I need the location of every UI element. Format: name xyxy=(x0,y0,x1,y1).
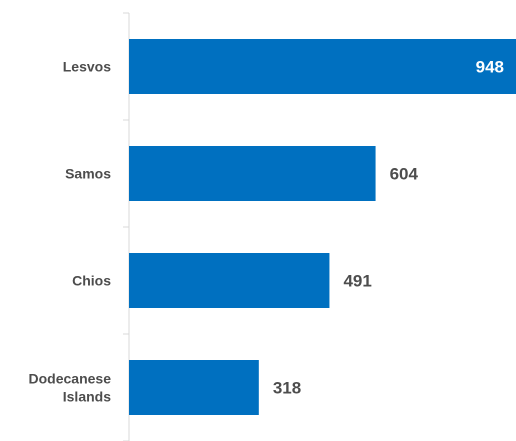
bar-chios xyxy=(129,253,330,308)
bar-samos xyxy=(129,146,376,201)
bar-lesvos xyxy=(129,39,516,94)
value-label: 948 xyxy=(476,58,504,77)
category-label: Samos xyxy=(65,166,111,182)
bar-dodecanese-islands xyxy=(129,360,259,415)
category-label: Dodecanese Islands xyxy=(29,371,112,405)
category-label: Chios xyxy=(72,273,111,289)
category-label: Lesvos xyxy=(63,59,111,75)
value-label: 491 xyxy=(343,272,371,291)
value-label: 318 xyxy=(273,379,301,398)
value-label: 604 xyxy=(390,165,419,184)
